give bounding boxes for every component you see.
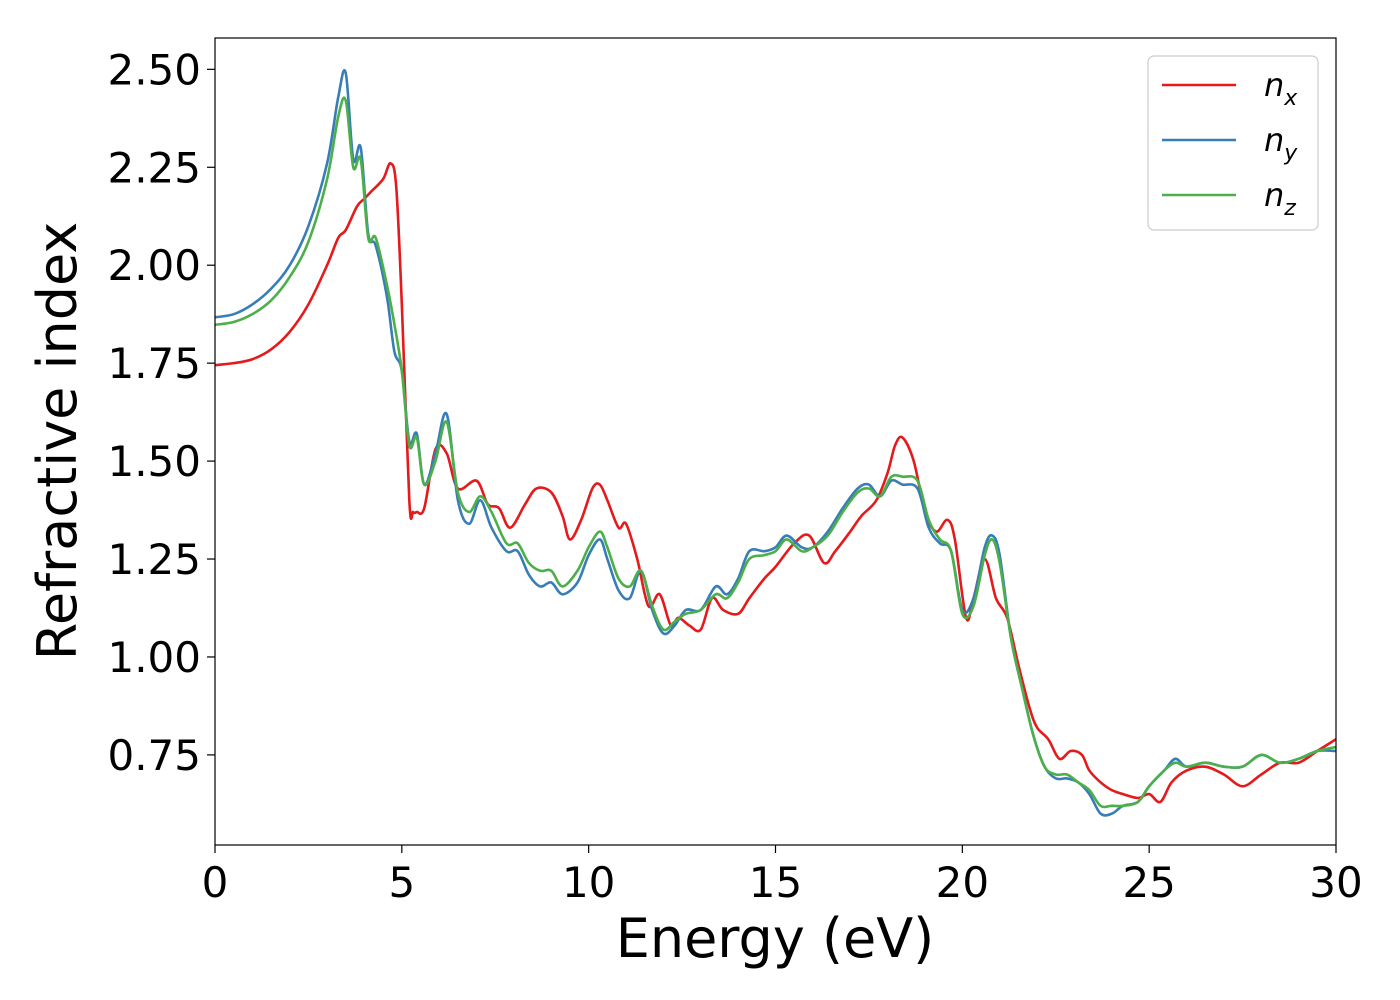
y-tick-label: 2.50 — [107, 45, 201, 94]
y-axis-title: Refractive index — [26, 222, 89, 661]
y-tick-label: 1.25 — [107, 535, 201, 584]
legend-label-nx: nx — [1264, 66, 1298, 111]
y-tick-label: 0.75 — [107, 731, 201, 780]
legend-box — [1147, 55, 1319, 231]
x-tick-label: 0 — [202, 858, 229, 907]
y-tick-label: 1.00 — [107, 633, 201, 682]
y-tick-label: 2.25 — [107, 143, 201, 192]
x-tick-label: 10 — [562, 858, 615, 907]
legend-label-nz: nz — [1264, 176, 1296, 221]
x-axis-ticks: 0 5 10 15 20 25 30 — [202, 845, 1363, 907]
x-tick-label: 5 — [388, 858, 415, 907]
x-tick-label: 30 — [1309, 858, 1362, 907]
series-line-nx — [215, 162, 1336, 804]
x-axis-title: Energy (eV) — [616, 907, 935, 970]
y-tick-label: 1.75 — [107, 339, 201, 388]
series-line-nz — [215, 96, 1336, 809]
y-tick-label: 1.50 — [107, 437, 201, 486]
x-tick-label: 20 — [936, 858, 989, 907]
y-axis-ticks: 0.75 1.00 1.25 1.50 1.75 2.00 2.25 2.50 — [107, 45, 215, 780]
x-tick-label: 15 — [749, 858, 802, 907]
legend: nx ny nz — [1147, 55, 1319, 231]
x-tick-label: 25 — [1122, 858, 1175, 907]
y-tick-label: 2.00 — [107, 241, 201, 290]
series-layer — [215, 69, 1336, 817]
legend-label-ny: ny — [1264, 121, 1298, 166]
